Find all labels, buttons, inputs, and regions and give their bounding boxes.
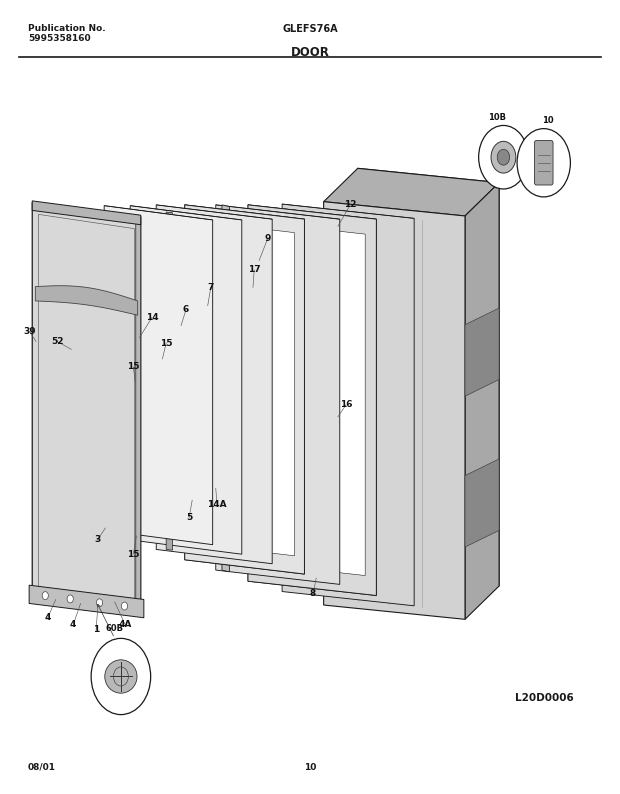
Text: 17: 17 xyxy=(248,265,260,275)
Polygon shape xyxy=(185,205,304,219)
Text: 15: 15 xyxy=(160,338,172,348)
Text: 7: 7 xyxy=(208,283,214,292)
Text: 4: 4 xyxy=(70,620,76,630)
Polygon shape xyxy=(156,205,272,564)
Text: eReplacementParts.com: eReplacementParts.com xyxy=(255,436,365,445)
Polygon shape xyxy=(136,216,141,614)
Polygon shape xyxy=(248,205,376,219)
FancyBboxPatch shape xyxy=(534,141,553,185)
Polygon shape xyxy=(29,585,144,618)
Polygon shape xyxy=(216,205,340,584)
Polygon shape xyxy=(259,222,365,576)
Polygon shape xyxy=(32,202,141,614)
Circle shape xyxy=(122,602,128,610)
Circle shape xyxy=(91,638,151,715)
Text: 08/01: 08/01 xyxy=(28,763,56,772)
Polygon shape xyxy=(130,206,242,554)
Polygon shape xyxy=(248,205,376,596)
Circle shape xyxy=(497,149,510,165)
Polygon shape xyxy=(324,168,499,216)
Text: 10: 10 xyxy=(304,763,316,772)
Polygon shape xyxy=(32,201,141,225)
Text: 6: 6 xyxy=(183,305,189,314)
Polygon shape xyxy=(156,205,272,219)
Text: 8: 8 xyxy=(310,589,316,599)
Circle shape xyxy=(67,595,73,603)
Polygon shape xyxy=(465,308,499,396)
Text: 10B: 10B xyxy=(488,113,507,122)
Circle shape xyxy=(491,141,516,173)
Text: 15: 15 xyxy=(127,362,140,372)
Circle shape xyxy=(517,129,570,197)
Text: 4A: 4A xyxy=(118,620,132,630)
Polygon shape xyxy=(133,214,140,541)
Polygon shape xyxy=(248,205,376,596)
Polygon shape xyxy=(104,206,213,545)
Polygon shape xyxy=(35,286,138,315)
Text: 15: 15 xyxy=(127,549,140,559)
Text: 60B: 60B xyxy=(105,624,124,634)
Circle shape xyxy=(97,599,103,607)
Ellipse shape xyxy=(105,660,137,693)
Text: 5995358160: 5995358160 xyxy=(28,34,91,43)
Polygon shape xyxy=(282,204,414,218)
Polygon shape xyxy=(185,205,304,574)
Polygon shape xyxy=(222,205,229,572)
Text: 10: 10 xyxy=(542,116,553,125)
Text: 3: 3 xyxy=(94,535,100,545)
Polygon shape xyxy=(358,168,499,586)
Text: 14: 14 xyxy=(146,313,158,322)
Text: L20D0006: L20D0006 xyxy=(515,692,574,703)
Text: DOOR: DOOR xyxy=(291,46,329,59)
Circle shape xyxy=(479,125,528,189)
Polygon shape xyxy=(282,204,414,606)
Polygon shape xyxy=(216,205,340,219)
Text: 1: 1 xyxy=(93,625,99,634)
Polygon shape xyxy=(185,205,304,574)
Text: 5: 5 xyxy=(186,513,192,522)
Polygon shape xyxy=(324,202,465,619)
Polygon shape xyxy=(465,183,499,619)
Circle shape xyxy=(42,592,48,599)
Text: 12: 12 xyxy=(344,200,356,210)
Polygon shape xyxy=(130,206,242,220)
Text: 4: 4 xyxy=(45,613,51,622)
Polygon shape xyxy=(152,405,183,495)
Polygon shape xyxy=(195,221,294,556)
Text: 39: 39 xyxy=(24,327,36,337)
Polygon shape xyxy=(166,212,172,550)
Text: 9: 9 xyxy=(265,233,271,243)
Polygon shape xyxy=(465,459,499,547)
Text: 16: 16 xyxy=(340,400,352,410)
Polygon shape xyxy=(104,206,213,220)
Text: 52: 52 xyxy=(51,337,63,346)
Text: Publication No.: Publication No. xyxy=(28,24,105,33)
Text: 14A: 14A xyxy=(207,499,227,509)
Text: GLEFS76A: GLEFS76A xyxy=(282,24,338,34)
